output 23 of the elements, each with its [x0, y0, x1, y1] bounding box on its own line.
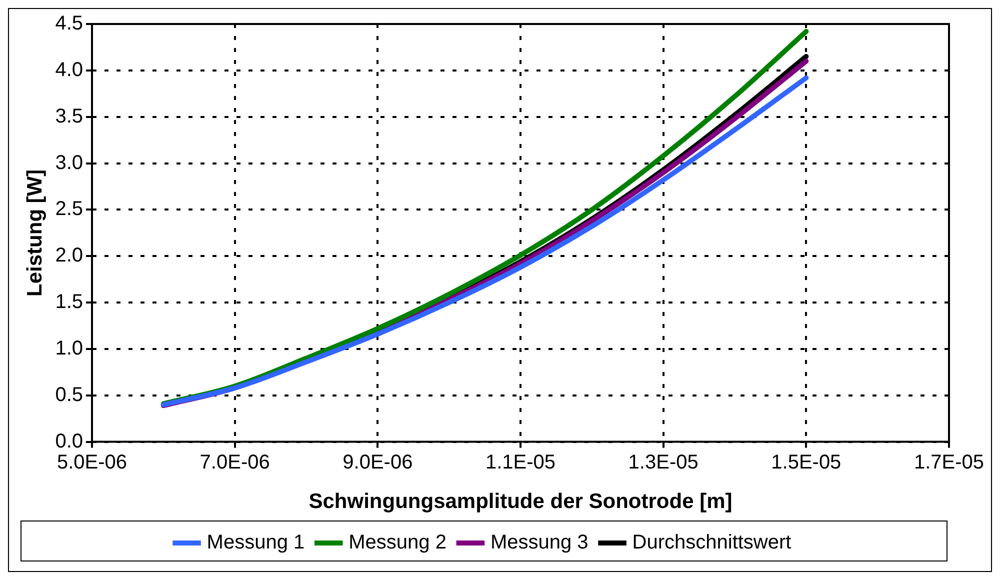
x-tick-label: 9.0E-06	[342, 451, 413, 474]
legend-label: Messung 2	[348, 532, 446, 554]
y-tick-label: 1.5	[55, 291, 84, 314]
x-tick-label: 1.1E-05	[485, 451, 556, 474]
x-tick-label: 5.0E-06	[56, 451, 128, 474]
legend-label: Messung 3	[490, 532, 588, 554]
y-axis-title: Leistung [W]	[23, 169, 46, 296]
y-tick-label: 0.0	[55, 430, 84, 452]
y-tick-label: 4.0	[55, 58, 84, 81]
y-tick-label: 0.5	[55, 384, 84, 406]
y-tick-label: 3.5	[55, 105, 84, 128]
x-tick-label: 1.5E-05	[771, 451, 842, 474]
x-axis-title: Schwingungsamplitude der Sonotrode [m]	[308, 490, 732, 514]
y-tick-label: 1.0	[55, 337, 84, 360]
legend-label: Messung 1	[206, 532, 305, 554]
y-tick-label: 2.5	[55, 198, 84, 220]
y-tick-label: 3.0	[55, 152, 84, 174]
y-tick-label: 4.5	[55, 12, 84, 35]
x-tick-label: 7.0E-06	[200, 451, 270, 474]
y-tick-label: 2.0	[55, 244, 84, 267]
legend-label: Durchschnittswert	[632, 532, 792, 554]
x-tick-label: 1.3E-05	[628, 451, 698, 474]
x-tick-label: 1.7E-05	[914, 451, 984, 474]
